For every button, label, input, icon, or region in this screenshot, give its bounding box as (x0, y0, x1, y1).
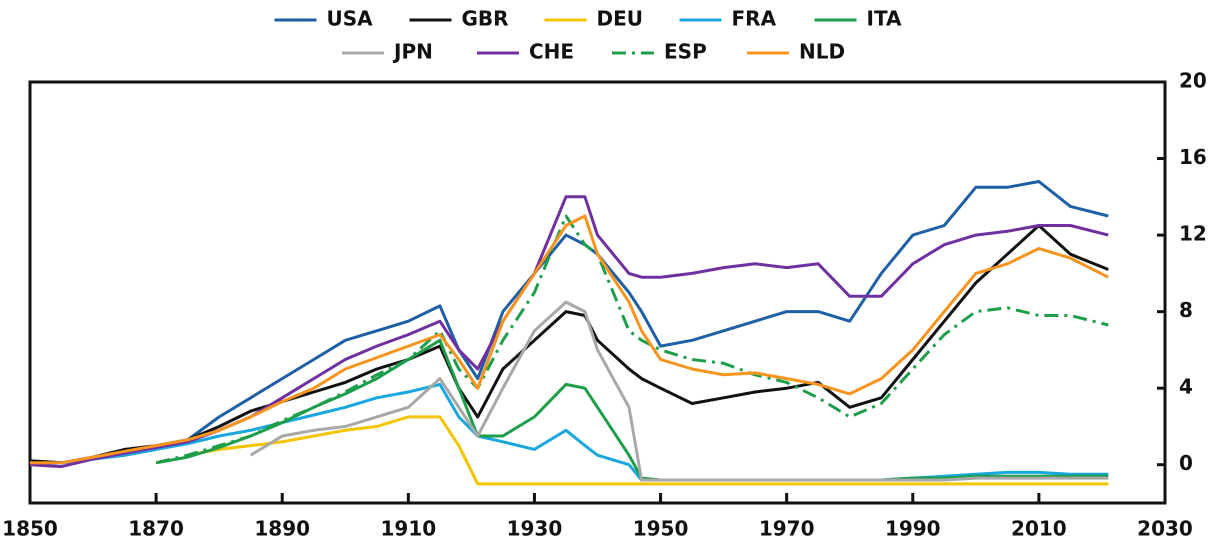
x-tick-label: 1910 (380, 517, 436, 541)
legend-label: FRA (732, 7, 777, 31)
y-tick-label: 0 (1179, 451, 1193, 475)
x-tick-label: 1890 (254, 517, 310, 541)
plot-frame (28, 80, 1167, 505)
legend-label: GBR (462, 7, 509, 31)
x-tick-label: 2010 (1011, 517, 1067, 541)
series-line (187, 415, 1109, 486)
legend-label: NLD (799, 40, 845, 64)
y-tick-label: 12 (1179, 222, 1207, 246)
y-tick-label: 4 (1179, 375, 1193, 399)
series-line (249, 300, 1109, 482)
legend-label: ESP (664, 40, 707, 64)
legend-label: CHE (529, 40, 574, 64)
series-line (155, 338, 1109, 482)
legend-label: USA (327, 7, 374, 31)
x-tick-label: 2030 (1137, 517, 1193, 541)
legend-label: DEU (597, 7, 644, 31)
series-line (29, 180, 1109, 465)
x-tick-label: 1930 (507, 517, 563, 541)
y-tick-label: 8 (1179, 298, 1193, 322)
legend-label: JPN (392, 40, 433, 64)
x-tick-label: 1950 (633, 517, 689, 541)
x-tick-label: 1990 (885, 517, 941, 541)
legend-label: ITA (867, 7, 903, 31)
y-tick-label: 20 (1179, 69, 1207, 93)
x-tick-label: 1970 (759, 517, 815, 541)
x-tick-label: 1870 (128, 517, 184, 541)
series-line (29, 382, 1109, 482)
series-line (30, 214, 1109, 465)
x-tick-label: 1850 (2, 517, 58, 541)
y-tick-label: 16 (1179, 145, 1207, 169)
series-line (29, 224, 1109, 465)
series-line (155, 214, 1109, 465)
